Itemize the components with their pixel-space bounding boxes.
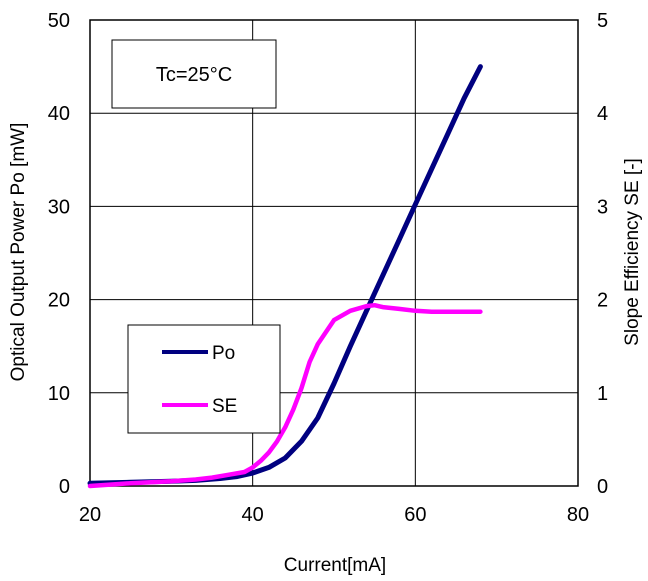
x-tick-label: 40 [242,504,264,526]
x-tick-label: 80 [567,504,589,526]
series-layer [87,64,483,489]
left-y-axis-title: Optical Output Power Po [mW] [8,123,29,382]
left-y-tick-label: 30 [48,196,70,218]
legend-label-se: SE [212,396,237,417]
annotation-box: Tc=25°C [111,39,277,109]
x-axis-title: Current[mA] [284,555,386,576]
x-axis: 20 40 60 80 [79,504,589,526]
right-y-tick-label: 2 [597,290,608,312]
series-line-se [87,302,483,489]
left-y-tick-label: 0 [59,476,70,498]
left-y-tick-label: 10 [48,383,70,405]
right-y-axis-title: Slope Efficiency SE [-] [622,158,643,346]
right-y-tick-label: 4 [597,103,608,125]
x-tick-label: 60 [404,504,426,526]
x-tick-label: 20 [79,504,101,526]
right-y-tick-label: 0 [597,476,608,498]
left-y-tick-label: 40 [48,103,70,125]
left-y-tick-label: 20 [48,290,70,312]
legend: Po SE [127,324,281,434]
annotation-text: Tc=25°C [156,64,232,86]
left-y-tick-label: 50 [48,10,70,32]
plot-area-border [89,19,579,487]
left-y-axis: 0 10 20 30 40 50 [48,10,70,498]
right-y-axis: 0 1 2 3 4 5 [597,10,608,498]
right-y-tick-label: 3 [597,196,608,218]
right-y-tick-label: 5 [597,10,608,32]
legend-label-po: Po [212,343,235,364]
right-y-tick-label: 1 [597,383,608,405]
